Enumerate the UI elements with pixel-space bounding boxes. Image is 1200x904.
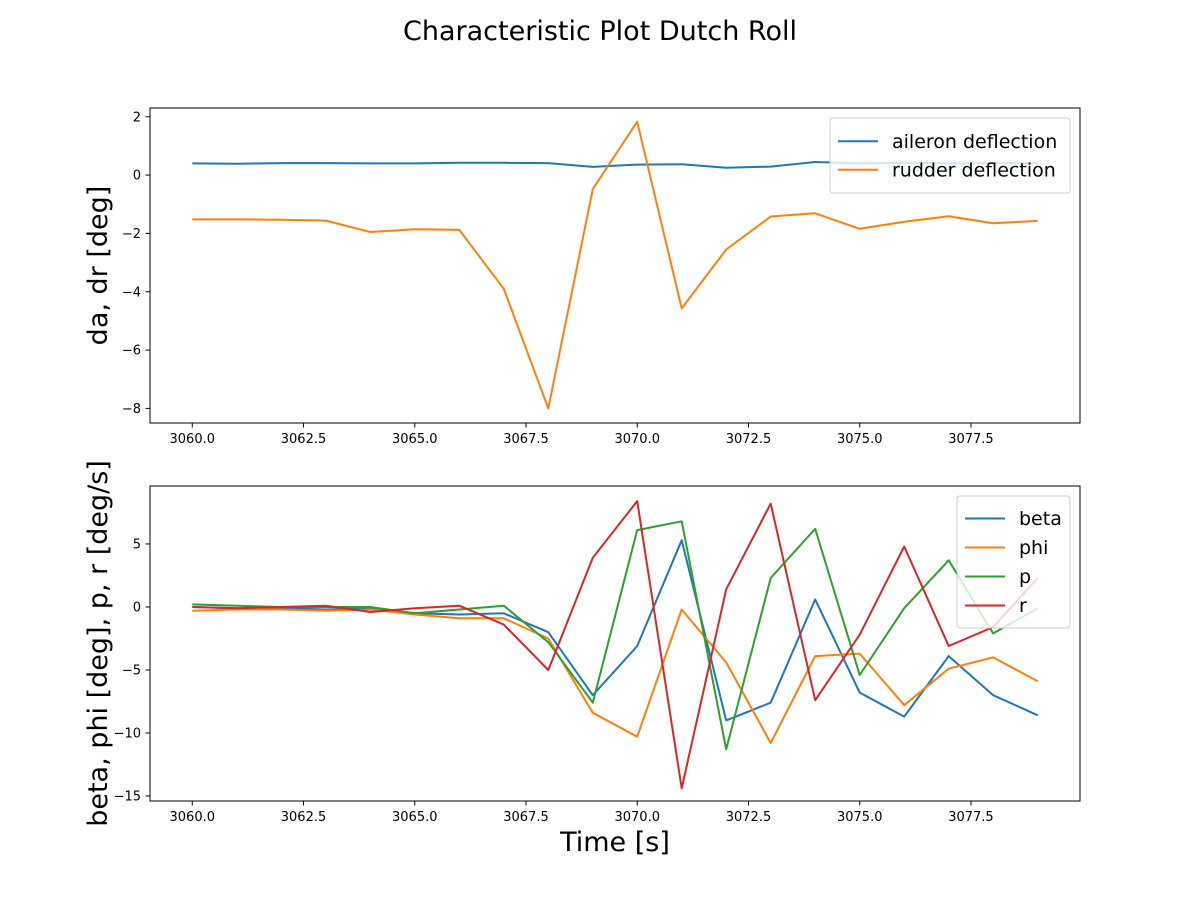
y-tick-label: −6 [122,344,141,359]
y-tick-label: −5 [122,663,141,678]
figure-title: Characteristic Plot Dutch Roll [403,16,797,47]
y-tick-label: −4 [122,285,141,300]
y-tick-label: −2 [122,227,141,242]
x-axis-label: Time [s] [559,827,670,858]
x-tick-label: 3075.0 [837,432,883,447]
series-line-r [192,500,1039,790]
y-tick-label: −10 [114,726,141,741]
x-tick-label: 3075.0 [837,810,883,825]
legend-label-aileron-deflection: aileron deflection [892,131,1057,153]
x-tick-label: 3070.0 [614,432,660,447]
y-tick-label: −15 [114,789,141,804]
x-tick-label: 3067.5 [503,432,549,447]
x-tick-label: 3065.0 [392,432,438,447]
y-tick-label: 0 [133,169,141,184]
legend-label-rudder-deflection: rudder deflection [892,159,1056,181]
x-tick-label: 3062.5 [281,810,327,825]
y-tick-label: −8 [122,402,141,417]
x-tick-label: 3062.5 [281,432,327,447]
series-line-beta [192,539,1039,722]
legend: aileron deflection rudder deflection [829,117,1071,194]
legend-box [829,117,1071,194]
x-tick-label: 3070.0 [614,810,660,825]
y-axis-label: beta, phi [deg], p, r [deg/s] [83,460,114,827]
x-tick-label: 3072.5 [726,810,772,825]
y-tick-label: 2 [133,110,141,125]
subplot-1: 3060.0 3062.5 3065.0 3067.5 3070.0 3072.5 3075… [83,107,1081,447]
y-tick-label: 0 [133,600,141,615]
x-tick-label: 3077.5 [948,810,994,825]
legend-label-r: r [1019,595,1027,617]
axes-frame [149,107,1081,424]
legend-label-p: p [1019,566,1031,588]
legend-label-phi: phi [1019,537,1048,559]
legend-box [956,495,1071,629]
x-tick-label: 3060.0 [170,432,216,447]
x-tick-label: 3067.5 [503,810,549,825]
subplot-2: 3060.0 3062.5 3065.0 3067.5 3070.0 3072.5 3075… [83,460,1081,858]
y-axis-label: da, dr [deg] [83,186,114,346]
x-tick-label: 3065.0 [392,810,438,825]
y-tick-label: 5 [133,537,141,552]
x-tick-label: 3077.5 [948,432,994,447]
x-tick-label: 3060.0 [170,810,216,825]
series-line-rudder-deflection [192,120,1038,410]
axes-frame [149,485,1081,802]
x-tick-label: 3072.5 [726,432,772,447]
series-line-p [192,520,1039,751]
legend: beta phi pr [956,495,1071,629]
legend-label-beta: beta [1019,508,1062,530]
series-line-phi [192,608,1039,744]
